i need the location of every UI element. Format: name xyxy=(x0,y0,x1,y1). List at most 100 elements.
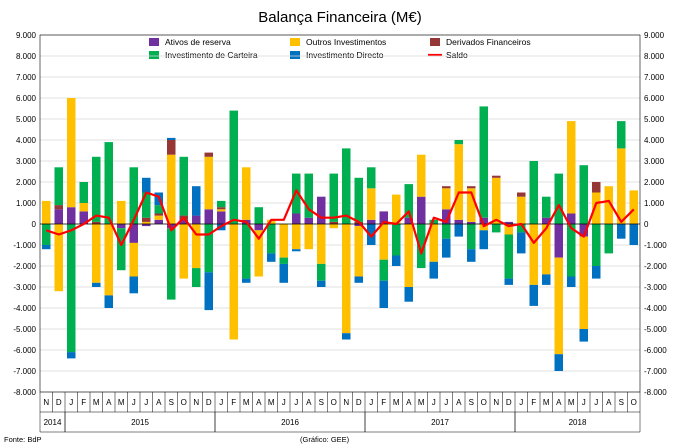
y-tick-label-right: -7.000 xyxy=(644,367,667,376)
legend-item: Saldo xyxy=(428,50,468,60)
x-tick-label: O xyxy=(181,398,187,407)
bar-segment xyxy=(142,224,151,227)
y-tick-label-left: -8.000 xyxy=(13,388,36,397)
bar-segment xyxy=(192,224,201,269)
bar-segment xyxy=(367,188,376,220)
bar-segment xyxy=(429,219,438,224)
bar-segment xyxy=(354,276,363,283)
x-tick-label: A xyxy=(306,398,312,407)
legend-item: Investimento de Carteira xyxy=(149,50,258,60)
y-tick-label-left: -7.000 xyxy=(13,367,36,376)
bar-segment xyxy=(517,196,526,224)
x-tick-label: M xyxy=(268,398,275,407)
bar-segment xyxy=(54,224,63,292)
bar-segment xyxy=(54,167,63,206)
bar-segment xyxy=(304,173,313,218)
y-tick-label-left: -2.000 xyxy=(13,262,36,271)
legend-label: Investimento de Carteira xyxy=(165,50,258,60)
bar-segment xyxy=(279,257,288,264)
bar-segment xyxy=(442,224,451,239)
bar-segment xyxy=(217,209,226,212)
y-axis-right: 9.000 8.000 7.000 6.000 5.000 4.000 3.000 2.000… xyxy=(644,31,667,397)
x-tick-label: A xyxy=(556,398,562,407)
bar-segment xyxy=(79,203,88,212)
bar-segment xyxy=(429,261,438,279)
bar-segment xyxy=(54,209,63,224)
bar-segment xyxy=(329,224,338,229)
bar-segment xyxy=(67,352,76,359)
bar-segment xyxy=(217,200,226,208)
x-tick-label: J xyxy=(219,398,223,407)
x-tick-label: N xyxy=(193,398,199,407)
y-tick-label-right: 0 xyxy=(644,220,649,229)
bar-segment xyxy=(567,213,576,224)
bar-segment xyxy=(517,192,526,197)
y-tick-label-left: 4.000 xyxy=(16,136,37,145)
y-tick-label-left: -6.000 xyxy=(13,346,36,355)
x-tick-label: A xyxy=(456,398,462,407)
x-tick-label: A xyxy=(606,398,612,407)
bar-segment xyxy=(629,224,638,245)
legend-label: Outros Investimentos xyxy=(306,37,386,47)
bar-segment xyxy=(42,245,51,250)
bar-segment xyxy=(279,263,288,283)
x-tick-label: J xyxy=(69,398,73,407)
x-tick-label: D xyxy=(206,398,212,407)
bar-segment xyxy=(129,276,138,294)
y-tick-label-right: -8.000 xyxy=(644,388,667,397)
bar-segment xyxy=(217,207,226,210)
bar-segment xyxy=(592,224,601,266)
bar-segment xyxy=(317,280,326,287)
bar-segment xyxy=(304,224,313,250)
legend-swatch xyxy=(430,38,440,46)
bar-segment xyxy=(479,230,488,250)
bar-segment xyxy=(417,196,426,224)
y-tick-label-right: -6.000 xyxy=(644,346,667,355)
bar-segment xyxy=(342,148,351,224)
x-tick-label: J xyxy=(282,398,286,407)
bar-segment xyxy=(504,278,513,285)
bar-segment xyxy=(579,329,588,342)
bar-segment xyxy=(354,226,363,277)
x-tick-label: F xyxy=(231,398,236,407)
bar-segment xyxy=(292,173,301,214)
bar-segment xyxy=(67,224,76,353)
y-tick-label-right: -3.000 xyxy=(644,283,667,292)
y-tick-label-right: -4.000 xyxy=(644,304,667,313)
bar-segment xyxy=(142,217,151,222)
bar-segment xyxy=(242,167,251,220)
bar-segment xyxy=(492,175,501,178)
y-tick-label-right: 7.000 xyxy=(644,73,665,82)
chart-title: Balança Financeira (M€) xyxy=(258,9,421,26)
bar-segment xyxy=(117,224,126,229)
bar-segment xyxy=(404,217,413,224)
bar-segment xyxy=(317,224,326,264)
bar-segment xyxy=(192,268,201,287)
bar-segment xyxy=(629,190,638,224)
x-tick-label: M xyxy=(393,398,400,407)
bar-segment xyxy=(504,221,513,224)
x-tick-label: S xyxy=(319,398,324,407)
y-tick-label-left: 1.000 xyxy=(16,199,37,208)
y-tick-label-right: 9.000 xyxy=(644,31,665,40)
x-tick-label: F xyxy=(81,398,86,407)
x-tick-label: J xyxy=(294,398,298,407)
x-tick-label: M xyxy=(118,398,125,407)
footer-source: Fonte: BdP xyxy=(4,435,42,444)
bar-segment xyxy=(329,221,338,224)
bar-segment xyxy=(129,242,138,277)
bar-segment xyxy=(517,232,526,254)
x-tick-label: N xyxy=(493,398,499,407)
y-tick-label-right: 6.000 xyxy=(644,94,665,103)
x-tick-label: D xyxy=(506,398,512,407)
year-label: 2014 xyxy=(44,418,62,427)
bar-segment xyxy=(504,234,513,279)
bar-segment xyxy=(279,224,288,258)
bar-segment xyxy=(292,224,301,250)
bar-segment xyxy=(179,156,188,216)
y-tick-label-right: 2.000 xyxy=(644,178,665,187)
legend-swatch xyxy=(290,38,300,46)
x-tick-label: S xyxy=(469,398,474,407)
bar-segment xyxy=(492,224,501,233)
